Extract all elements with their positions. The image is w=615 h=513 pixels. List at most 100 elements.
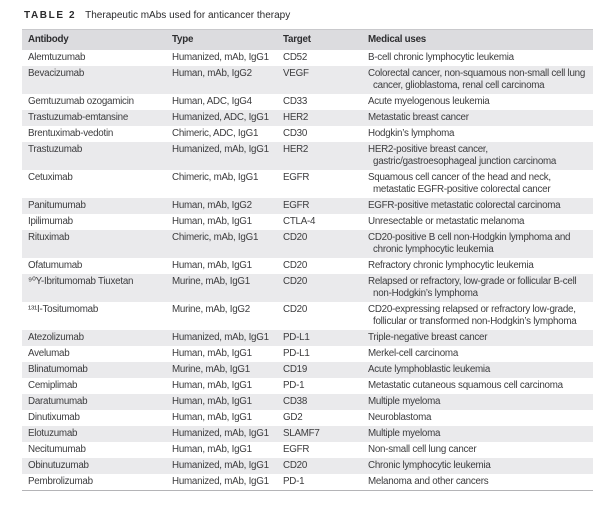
table-row: Pembrolizumab Humanized, mAb, IgG1 PD-1 Mel… (22, 474, 593, 491)
cell-antibody: Cemiplimab (28, 380, 78, 391)
cell-type: Humanized, mAb, IgG1 (172, 458, 283, 474)
cell-antibody: Trastuzumab (22, 142, 172, 170)
cell-uses: Melanoma and other cancers (368, 476, 489, 487)
cell-uses: Triple-negative breast cancer (368, 330, 593, 346)
table-row: Atezolizumab Humanized, mAb, IgG1 PD-L1 Tri… (22, 330, 593, 346)
cell-type: Human, mAb, IgG1 (172, 216, 252, 227)
cell-uses: B-cell chronic lymphocytic leukemia (368, 52, 514, 63)
cell-type: Human, mAb, IgG1 (172, 348, 252, 359)
cell-antibody: ⁹⁰Y-Ibritumomab Tiuxetan (22, 274, 172, 302)
cell-antibody: Brentuximab-vedotin (28, 128, 114, 139)
table-row: Rituximab Chimeric, mAb, IgG1 CD20 CD20-pos… (22, 230, 593, 258)
cell-target: CD30 (283, 128, 308, 139)
cell-antibody: Ipilimumab (28, 216, 73, 227)
table-row: Ipilimumab Human, mAb, IgG1 CTLA-4 Unresect… (22, 214, 593, 230)
cell-uses: HER2-positive breast cancer, gastric/gas… (368, 142, 593, 170)
cell-type: Humanized, ADC, IgG1 (172, 110, 283, 126)
cell-type: Humanized, mAb, IgG1 (172, 52, 269, 63)
cell-type: Chimeric, mAb, IgG1 (172, 230, 283, 258)
cell-uses: Colorectal cancer, non-squamous non-smal… (368, 66, 593, 94)
header-row: Antibody Type Target Medical uses (22, 29, 593, 50)
table-row: Trastuzumab-emtansine Humanized, ADC, IgG… (22, 110, 593, 126)
table-row: Bevacizumab Human, mAb, IgG2 VEGF Colorecta… (22, 66, 593, 94)
cell-target: CD52 (283, 52, 308, 63)
cell-target: CD20 (283, 304, 308, 315)
cell-type: Chimeric, ADC, IgG1 (172, 128, 259, 139)
cell-antibody: Ofatumumab (28, 260, 83, 271)
table-caption: TABLE 2 Therapeutic mAbs used for antican… (24, 10, 593, 21)
cell-target: EGFR (283, 198, 368, 214)
cell-type: Human, mAb, IgG1 (172, 444, 252, 455)
cell-uses: Relapsed or refractory, low-grade or fol… (368, 274, 593, 302)
table-number-label: TABLE 2 (24, 10, 77, 21)
cell-uses: Neuroblastoma (368, 412, 432, 423)
cell-uses: EGFR-positive metastatic colorectal carc… (368, 198, 593, 214)
cell-uses: CD20-positive B cell non-Hodgkin lymphom… (368, 230, 593, 258)
cell-antibody: Elotuzumab (22, 426, 172, 442)
cell-uses: Merkel-cell carcinoma (368, 348, 459, 359)
therapeutic-mabs-table: Antibody Type Target Medical uses Alemtu… (22, 29, 593, 491)
cell-type: Murine, mAb, IgG2 (172, 304, 250, 315)
table-row: Alemtuzumab Humanized, mAb, IgG1 CD52 B-cel… (22, 50, 593, 66)
cell-antibody: Blinatumomab (22, 362, 172, 378)
column-header-target: Target (283, 29, 368, 50)
cell-antibody: Cetuximab (28, 172, 73, 183)
cell-type: Human, mAb, IgG1 (172, 394, 283, 410)
cell-uses: Unresectable or metastatic melanoma (368, 216, 525, 227)
cell-antibody: Dinutixumab (28, 412, 80, 423)
cell-uses: Multiple myeloma (368, 426, 593, 442)
cell-uses: Metastatic cutaneous squamous cell carci… (368, 380, 563, 391)
table-row: Daratumumab Human, mAb, IgG1 CD38 Multiple … (22, 394, 593, 410)
table-row: Avelumab Human, mAb, IgG1 PD-L1 Merkel-cell… (22, 346, 593, 362)
cell-target: EGFR (283, 172, 310, 183)
table-row: Panitumumab Human, mAb, IgG2 EGFR EGFR-posi… (22, 198, 593, 214)
cell-antibody: Alemtuzumab (28, 52, 86, 63)
cell-antibody: ¹³¹I-Tositumomab (28, 304, 99, 315)
cell-type: Human, mAb, IgG1 (172, 260, 252, 271)
cell-antibody: Trastuzumab-emtansine (22, 110, 172, 126)
column-header-antibody: Antibody (22, 29, 172, 50)
cell-target: CD20 (283, 260, 308, 271)
cell-uses: CD20-expressing relapsed or refractory l… (368, 304, 577, 327)
cell-target: VEGF (283, 66, 368, 94)
table-row: Cetuximab Chimeric, mAb, IgG1 EGFR Squamous… (22, 170, 593, 198)
cell-target: CD33 (283, 96, 308, 107)
cell-target: SLAMF7 (283, 426, 368, 442)
cell-type: Human, mAb, IgG2 (172, 198, 283, 214)
cell-uses: Chronic lymphocytic leukemia (368, 458, 593, 474)
cell-antibody: Bevacizumab (22, 66, 172, 94)
table-row: Brentuximab-vedotin Chimeric, ADC, IgG1 CD… (22, 126, 593, 142)
cell-antibody: Daratumumab (22, 394, 172, 410)
cell-antibody: Gemtuzumab ozogamicin (28, 96, 134, 107)
cell-uses: Acute myelogenous leukemia (368, 96, 490, 107)
cell-type: Murine, mAb, IgG1 (172, 274, 283, 302)
table-row: Elotuzumab Humanized, mAb, IgG1 SLAMF7 Mult… (22, 426, 593, 442)
table-row: Obinutuzumab Humanized, mAb, IgG1 CD20 Chro… (22, 458, 593, 474)
table-row: Dinutixumab Human, mAb, IgG1 GD2 Neuroblast… (22, 410, 593, 426)
column-header-medical-uses: Medical uses (368, 29, 593, 50)
cell-type: Human, mAb, IgG1 (172, 380, 252, 391)
cell-target: CTLA-4 (283, 216, 316, 227)
cell-uses: Non-small cell lung cancer (368, 444, 477, 455)
table-row: Cemiplimab Human, mAb, IgG1 PD-1 Metastatic… (22, 378, 593, 394)
cell-uses: Acute lymphoblastic leukemia (368, 362, 593, 378)
cell-type: Chimeric, mAb, IgG1 (172, 172, 259, 183)
cell-type: Humanized, mAb, IgG1 (172, 476, 269, 487)
cell-antibody: Avelumab (28, 348, 70, 359)
cell-uses: Hodgkin’s lymphoma (368, 128, 455, 139)
table-row: ¹³¹I-Tositumomab Murine, mAb, IgG2 CD20 CD2… (22, 302, 593, 330)
cell-uses: Refractory chronic lymphocytic leukemia (368, 260, 534, 271)
cell-type: Humanized, mAb, IgG1 (172, 426, 283, 442)
table-row: Blinatumomab Murine, mAb, IgG1 CD19 Acute l… (22, 362, 593, 378)
cell-type: Humanized, mAb, IgG1 (172, 330, 283, 346)
cell-target: CD20 (283, 458, 368, 474)
cell-type: Murine, mAb, IgG1 (172, 362, 283, 378)
cell-target: CD38 (283, 394, 368, 410)
table-row: Necitumumab Human, mAb, IgG1 EGFR Non-small… (22, 442, 593, 458)
cell-type: Human, ADC, IgG4 (172, 96, 252, 107)
cell-target: CD20 (283, 230, 368, 258)
table-row: Ofatumumab Human, mAb, IgG1 CD20 Refractory… (22, 258, 593, 274)
cell-target: CD19 (283, 362, 368, 378)
cell-antibody: Obinutuzumab (22, 458, 172, 474)
table-row: Trastuzumab Humanized, mAb, IgG1 HER2 HER2-… (22, 142, 593, 170)
